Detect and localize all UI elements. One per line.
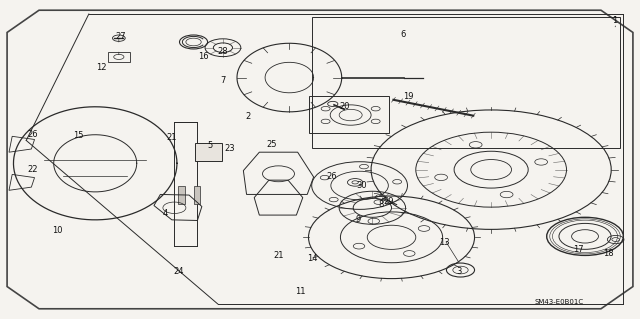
- FancyBboxPatch shape: [178, 187, 184, 204]
- Text: 2: 2: [246, 112, 251, 121]
- Text: 15: 15: [74, 131, 84, 140]
- Text: 20: 20: [339, 102, 349, 111]
- Text: 24: 24: [173, 267, 184, 276]
- Text: 27: 27: [115, 32, 126, 41]
- Text: 29: 29: [384, 197, 394, 206]
- Text: 1: 1: [612, 16, 618, 25]
- Text: 16: 16: [198, 52, 209, 61]
- Text: 21: 21: [273, 251, 284, 260]
- Text: 13: 13: [439, 238, 450, 247]
- Text: SM43-E0B01C: SM43-E0B01C: [535, 299, 584, 305]
- Text: 8: 8: [378, 200, 383, 209]
- Text: 25: 25: [267, 140, 277, 149]
- Text: 14: 14: [307, 254, 317, 263]
- Text: 22: 22: [28, 165, 38, 174]
- Text: 11: 11: [296, 287, 306, 296]
- Text: 28: 28: [218, 47, 228, 56]
- FancyBboxPatch shape: [195, 143, 222, 161]
- Text: 12: 12: [97, 63, 107, 72]
- Text: 18: 18: [604, 249, 614, 258]
- FancyBboxPatch shape: [193, 187, 200, 204]
- Text: 19: 19: [403, 92, 413, 101]
- Text: 7: 7: [220, 76, 226, 85]
- Text: 17: 17: [573, 245, 584, 254]
- Text: 6: 6: [401, 30, 406, 39]
- Text: 4: 4: [163, 209, 168, 218]
- Text: 26: 26: [326, 172, 337, 181]
- Text: 3: 3: [456, 267, 462, 276]
- Text: 23: 23: [224, 144, 235, 153]
- Text: 30: 30: [356, 181, 367, 190]
- Text: 10: 10: [52, 226, 62, 234]
- Text: 26: 26: [28, 130, 38, 139]
- Text: 21: 21: [166, 133, 177, 142]
- Polygon shape: [7, 10, 633, 309]
- Text: 5: 5: [207, 141, 212, 150]
- Text: 9: 9: [356, 215, 361, 224]
